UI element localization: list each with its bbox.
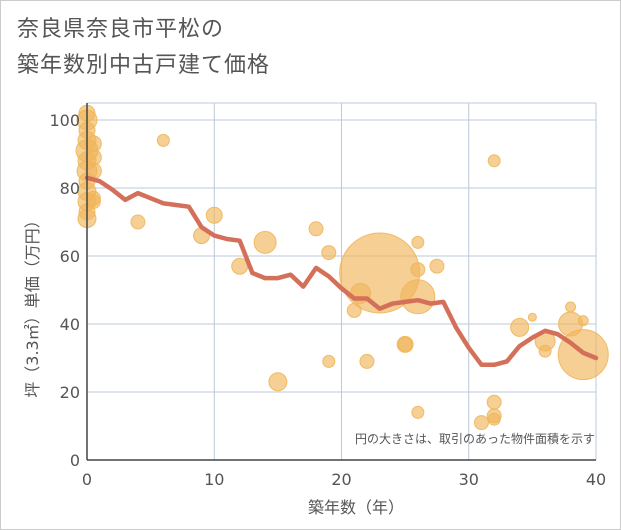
x-tick-label: 30	[459, 470, 479, 489]
scatter-bubble	[510, 317, 530, 337]
scatter-bubble	[253, 230, 277, 254]
scatter-bubble	[308, 221, 324, 237]
axes: 0 10 20 30 40 0 20 40 60 80 100	[49, 103, 606, 489]
scatter-bubble	[268, 372, 288, 392]
scatter-bubble	[400, 279, 436, 315]
scatter-bubble	[322, 354, 336, 368]
scatter-bubble	[410, 262, 426, 278]
scatter-bubble	[527, 312, 537, 322]
scatter-bubble	[429, 258, 445, 274]
y-tick-label: 80	[60, 179, 80, 198]
chart-title-line1: 奈良県奈良市平松の	[17, 17, 225, 42]
scatter-bubble	[396, 335, 414, 353]
x-tick-label: 10	[204, 470, 224, 489]
y-tick-label: 60	[60, 247, 80, 266]
scatter-bubble	[486, 394, 502, 410]
y-axis-label: 坪（3.3㎡）単価（万円）	[23, 212, 42, 397]
scatter-bubble	[205, 206, 223, 224]
scatter-bubble	[473, 415, 489, 431]
x-tick-label: 20	[331, 470, 351, 489]
y-tick-label: 20	[60, 383, 80, 402]
x-axis-label: 築年数（年）	[308, 498, 404, 517]
x-tick-label: 40	[586, 470, 606, 489]
scatter-bubble	[565, 301, 577, 313]
chart-title: 奈良県奈良市平松の 築年数別中古戸建て価格	[17, 12, 270, 84]
scatter-bubble	[130, 214, 146, 230]
scatter-bubble	[487, 154, 501, 168]
scatter-bubble	[321, 245, 337, 261]
scatter-bubble	[359, 353, 375, 369]
y-tick-label: 40	[60, 315, 80, 334]
scatter-bubble	[538, 344, 552, 358]
scatter-bubble	[411, 235, 425, 249]
scatter-bubble	[577, 315, 589, 327]
size-note: 円の大きさは、取引のあった物件面積を示す	[355, 431, 595, 446]
scatter-bubble	[487, 412, 501, 426]
y-tick-label: 0	[70, 451, 80, 470]
scatter-bubble	[85, 194, 101, 210]
x-tick-label: 0	[82, 470, 92, 489]
chart-title-line2: 築年数別中古戸建て価格	[17, 53, 271, 78]
trend-line	[84, 175, 599, 368]
y-tick-label: 100	[49, 111, 80, 130]
scatter-bubble	[156, 133, 170, 147]
scatter-bubble	[411, 405, 425, 419]
scatter-bubbles	[75, 104, 609, 431]
